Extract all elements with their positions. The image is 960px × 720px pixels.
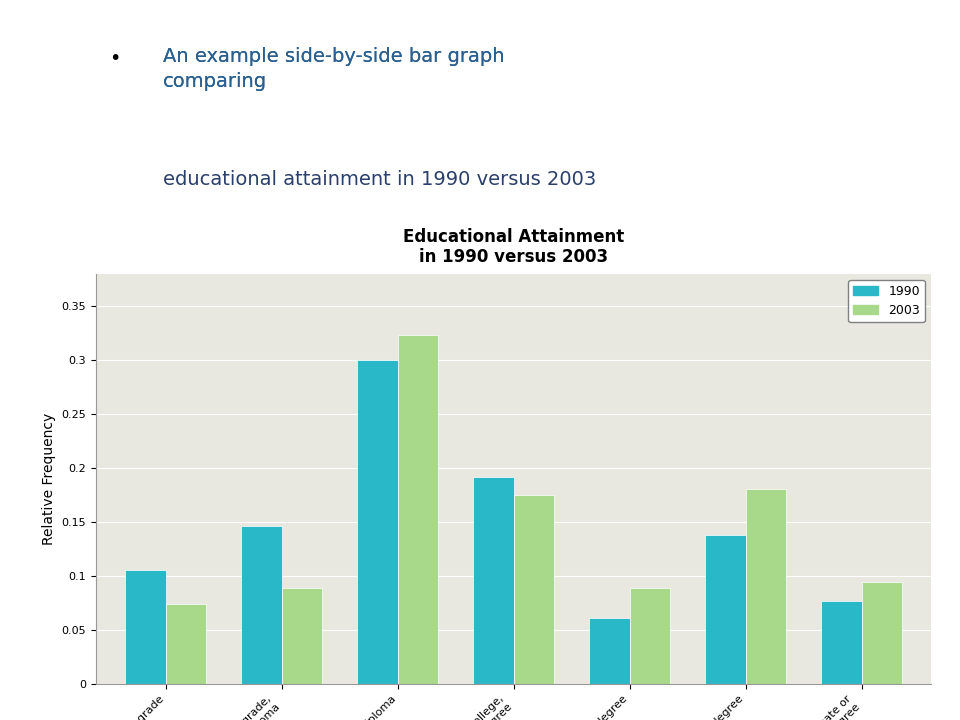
- Bar: [397, 335, 438, 684]
- Bar: [357, 360, 397, 684]
- Bar: [281, 588, 323, 684]
- Bar: [514, 495, 554, 684]
- Text: An example side-by-side bar graph
comparing: An example side-by-side bar graph compar…: [163, 47, 505, 91]
- Bar: [821, 600, 862, 684]
- Bar: [862, 582, 902, 684]
- Legend: 1990, 2003: 1990, 2003: [849, 280, 924, 322]
- Bar: [241, 526, 281, 684]
- Bar: [589, 618, 630, 684]
- Bar: [165, 604, 206, 684]
- Title: Educational Attainment
in 1990 versus 2003: Educational Attainment in 1990 versus 20…: [403, 228, 624, 266]
- Bar: [705, 535, 746, 684]
- Bar: [473, 477, 514, 684]
- Bar: [630, 588, 670, 684]
- Bar: [746, 488, 786, 684]
- Y-axis label: Relative Frequency: Relative Frequency: [42, 413, 56, 545]
- Text: •: •: [109, 49, 121, 68]
- Text: An example side-by-side bar graph
comparing: An example side-by-side bar graph compar…: [163, 47, 505, 91]
- Bar: [125, 570, 165, 684]
- Text: educational attainment in 1990 versus 2003: educational attainment in 1990 versus 20…: [163, 170, 596, 189]
